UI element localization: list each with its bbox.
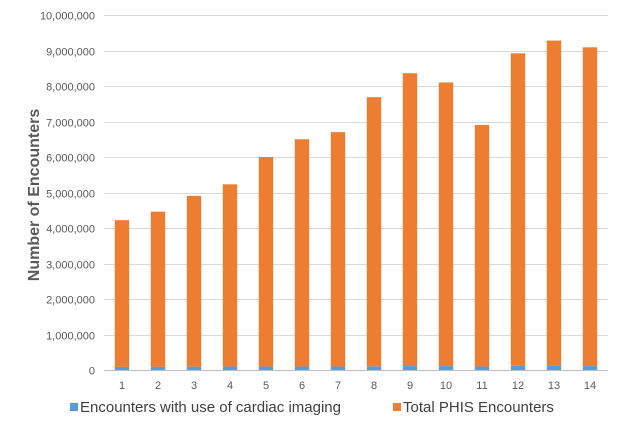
x-tick-label: 2	[155, 380, 161, 392]
bar-total-phis	[474, 125, 490, 367]
bar-total-phis	[150, 211, 166, 367]
bar-total-phis	[402, 73, 418, 367]
bar-cardiac-imaging	[582, 366, 598, 370]
bar-total-phis	[258, 157, 274, 367]
bar-total-phis	[114, 220, 130, 367]
bars	[114, 40, 598, 370]
y-axis-title: Number of Encounters	[26, 109, 43, 282]
bar-cardiac-imaging	[366, 366, 382, 370]
x-tick-label: 3	[191, 380, 197, 392]
y-tick-label: 4,000,000	[46, 224, 95, 236]
x-tick-label: 8	[371, 380, 377, 392]
y-tick-label: 6,000,000	[46, 153, 95, 165]
bar-cardiac-imaging	[474, 366, 490, 370]
y-tick-label: 7,000,000	[46, 118, 95, 130]
bar-cardiac-imaging	[438, 366, 454, 370]
x-tick-label: 11	[476, 380, 487, 392]
x-tick-label: 12	[512, 380, 524, 392]
legend: Encounters with use of cardiac imaging To…	[70, 399, 554, 416]
y-tick-label: 1,000,000	[46, 331, 95, 343]
bar-total-phis	[510, 53, 526, 366]
bar-total-phis	[438, 82, 454, 367]
bar-total-phis	[222, 184, 238, 367]
x-tick-label: 13	[548, 380, 560, 392]
y-tick-label: 9,000,000	[46, 47, 95, 59]
legend-label: Encounters with use of cardiac imaging	[80, 399, 341, 416]
y-tick-label: 10,000,000	[40, 11, 95, 23]
y-tick-label: 3,000,000	[46, 260, 95, 272]
x-tick-label: 1	[119, 380, 125, 392]
bar-cardiac-imaging	[258, 366, 274, 370]
x-tick-label: 7	[335, 380, 341, 392]
bar-cardiac-imaging	[150, 366, 166, 370]
bar-total-phis	[186, 195, 202, 367]
bar-cardiac-imaging	[330, 366, 346, 370]
bar-cardiac-imaging	[510, 365, 526, 370]
legend-swatch	[393, 403, 401, 411]
x-tick-label: 10	[440, 380, 452, 392]
x-tick-label: 9	[407, 380, 413, 392]
bar-total-phis	[330, 132, 346, 367]
legend-label: Total PHIS Encounters	[403, 399, 554, 416]
x-tick-label: 14	[584, 380, 596, 392]
y-tick-label: 8,000,000	[46, 82, 95, 94]
legend-swatch	[70, 403, 78, 411]
bar-cardiac-imaging	[114, 366, 130, 370]
bar-cardiac-imaging	[402, 366, 418, 370]
y-tick-label: 5,000,000	[46, 189, 95, 201]
bar-total-phis	[582, 47, 598, 367]
bar-cardiac-imaging	[294, 366, 310, 370]
bar-cardiac-imaging	[186, 366, 202, 370]
bar-cardiac-imaging	[222, 366, 238, 370]
gridlines	[104, 15, 608, 336]
bar-total-phis	[546, 40, 562, 366]
bar-cardiac-imaging	[546, 365, 562, 370]
y-tick-label: 0	[89, 366, 95, 378]
y-tick-label: 2,000,000	[46, 295, 95, 307]
x-tick-label: 4	[227, 380, 233, 392]
x-tick-label: 6	[299, 380, 305, 392]
x-tick-label: 5	[263, 380, 269, 392]
axes: 0 1,000,000 2,000,000 3,000,000 4,000,000 5,0…	[40, 11, 608, 392]
bar-total-phis	[294, 139, 310, 367]
bar-total-phis	[366, 97, 382, 367]
